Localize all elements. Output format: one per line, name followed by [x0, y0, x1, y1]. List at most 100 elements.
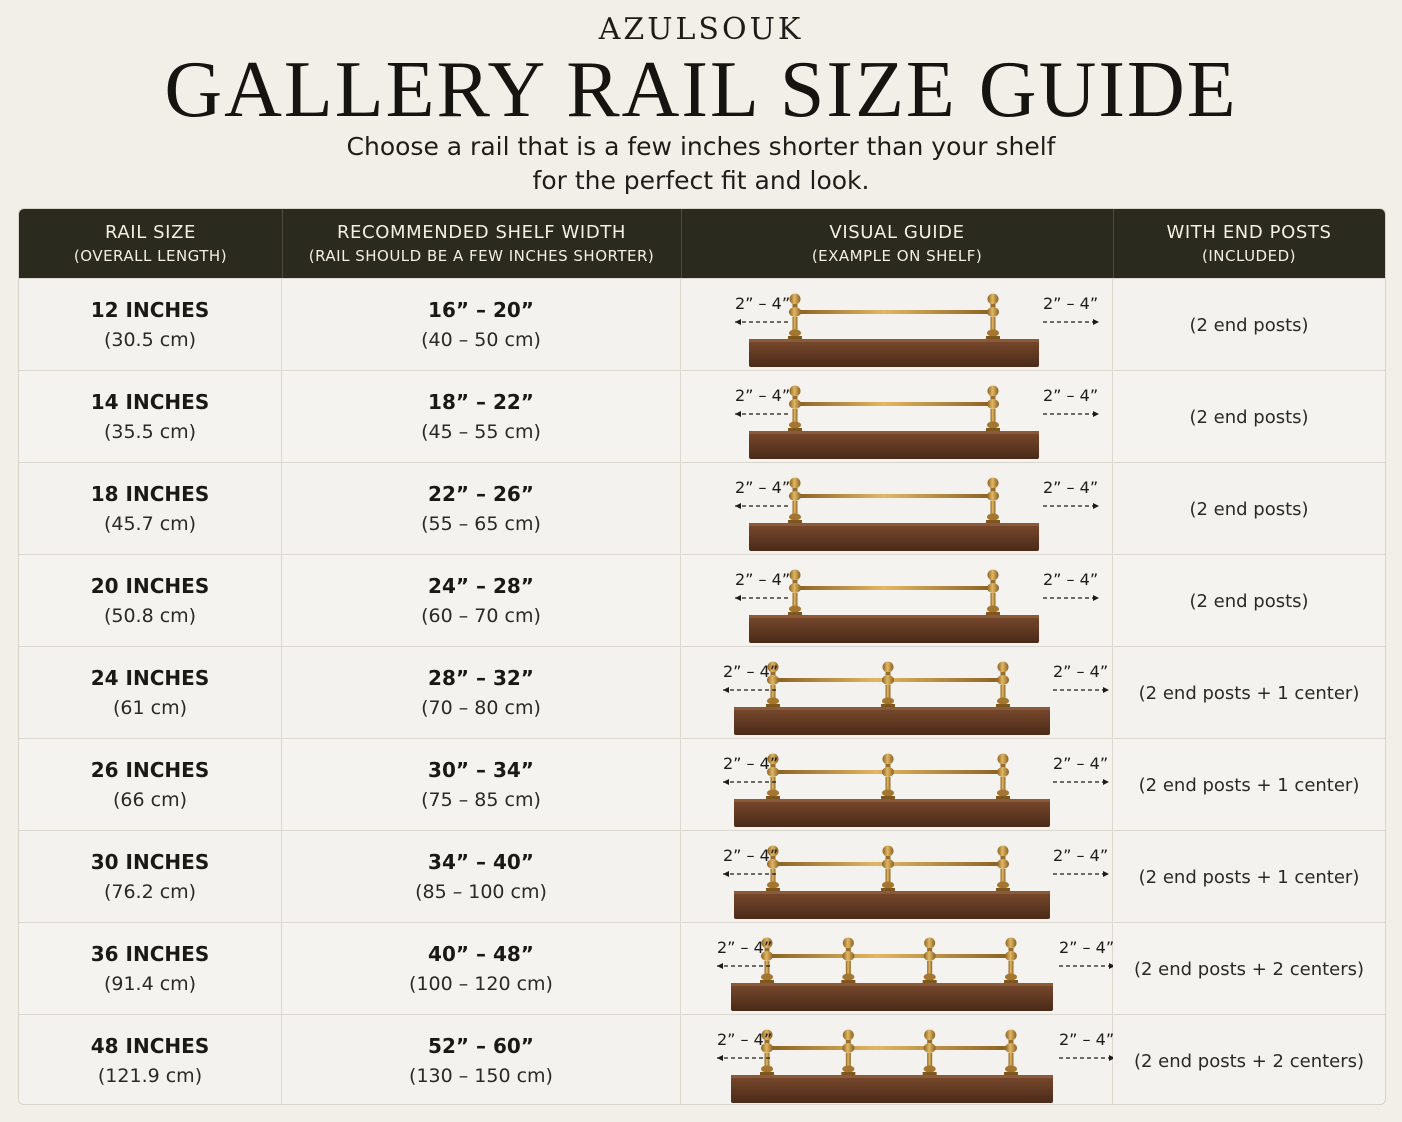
rail-size-cell: 36 INCHES (91.4 cm): [19, 923, 282, 1015]
shelf-width-cm: (60 – 70 cm): [421, 605, 541, 627]
table-row: 48 INCHES (121.9 cm) 52” – 60” (130 – 150 c…: [19, 1014, 1385, 1104]
column-header-title: RECOMMENDED SHELF WIDTH: [336, 221, 627, 243]
gap-arrow-right-icon: [1042, 411, 1099, 417]
gap-arrow-left-icon: [716, 963, 773, 969]
shelf-rail-illustration: 2” – 4” 2” – 4”: [722, 661, 1109, 735]
table-row: 24 INCHES (61 cm) 28” – 32” (70 – 80 cm) 2” …: [19, 646, 1385, 739]
rail-size-inches: 36 INCHES: [90, 942, 210, 966]
gap-arrow-left-icon: [722, 779, 779, 785]
gap-arrow-right-icon: [1042, 503, 1099, 509]
shelf-rail-illustration: 2” – 4” 2” – 4”: [734, 569, 1099, 643]
rail-post: [840, 1029, 855, 1075]
rail-size-inches: 26 INCHES: [90, 758, 210, 782]
visual-guide-cell: 2” – 4” 2” – 4”: [681, 279, 1113, 371]
rail-post: [995, 661, 1010, 707]
visual-guide-cell: 2” – 4” 2” – 4”: [681, 555, 1113, 647]
rail-size-inches: 30 INCHES: [90, 850, 210, 874]
gap-arrow-left-icon: [734, 595, 791, 601]
gap-label-left: 2” – 4”: [723, 662, 778, 681]
shelf-width-cell: 30” – 34” (75 – 85 cm): [282, 739, 681, 831]
shelf-rail-illustration: 2” – 4” 2” – 4”: [734, 293, 1099, 367]
shelf-width-cm: (70 – 80 cm): [421, 697, 541, 719]
rail-size-cell: 14 INCHES (35.5 cm): [19, 371, 282, 463]
shelf-width-inches: 40” – 48”: [428, 942, 534, 966]
page-title: GALLERY RAIL SIZE GUIDE: [164, 46, 1238, 134]
shelf-width-cell: 52” – 60” (130 – 150 cm): [282, 1015, 681, 1104]
gap-label-left: 2” – 4”: [717, 1030, 772, 1049]
shelf-width-cell: 18” – 22” (45 – 55 cm): [282, 371, 681, 463]
gap-label-right: 2” – 4”: [1059, 1030, 1113, 1049]
rail-post: [985, 477, 1000, 523]
gap-arrow-right-icon: [1058, 963, 1113, 969]
end-posts-cell: (2 end posts): [1113, 371, 1385, 463]
shelf-width-cm: (40 – 50 cm): [421, 329, 541, 351]
shelf-width-cm: (75 – 85 cm): [421, 789, 541, 811]
shelf-width-inches: 34” – 40”: [428, 850, 534, 874]
shelf-width-inches: 30” – 34”: [428, 758, 534, 782]
gap-arrow-right-icon: [1052, 687, 1109, 693]
end-posts-text: (2 end posts): [1189, 406, 1309, 428]
rail-post: [922, 937, 937, 983]
table-row: 30 INCHES (76.2 cm) 34” – 40” (85 – 100 cm)…: [19, 830, 1385, 923]
end-posts-text: (2 end posts + 1 center): [1138, 866, 1360, 888]
rail-size-cm: (45.7 cm): [103, 513, 197, 535]
end-posts-cell: (2 end posts + 2 centers): [1113, 923, 1385, 1015]
rail-post: [880, 753, 895, 799]
gap-label-left: 2” – 4”: [735, 570, 790, 589]
end-posts-cell: (2 end posts + 2 centers): [1113, 1015, 1385, 1104]
shelf-width-cell: 34” – 40” (85 – 100 cm): [282, 831, 681, 923]
shelf-width-cm: (130 – 150 cm): [409, 1065, 553, 1087]
rail-post: [995, 753, 1010, 799]
shelf-rail-illustration: 2” – 4” 2” – 4”: [716, 1029, 1113, 1103]
column-header-title: WITH END POSTS: [1166, 221, 1332, 243]
rail-size-inches: 12 INCHES: [90, 298, 210, 322]
rail-post: [1003, 1029, 1018, 1075]
column-header-rail-size: RAIL SIZE (OVERALL LENGTH): [19, 209, 283, 278]
end-posts-text: (2 end posts): [1189, 498, 1309, 520]
shelf-width-cm: (100 – 120 cm): [409, 973, 553, 995]
rail-size-cell: 18 INCHES (45.7 cm): [19, 463, 282, 555]
rail-size-inches: 14 INCHES: [90, 390, 210, 414]
rail-size-inches: 18 INCHES: [90, 482, 210, 506]
column-header-end-posts: WITH END POSTS (INCLUDED): [1113, 209, 1385, 278]
gap-arrow-right-icon: [1058, 1055, 1113, 1061]
shelf-width-cell: 28” – 32” (70 – 80 cm): [282, 647, 681, 739]
gap-arrow-right-icon: [1042, 319, 1099, 325]
shelf-width-cell: 22” – 26” (55 – 65 cm): [282, 463, 681, 555]
shelf-rail-illustration: 2” – 4” 2” – 4”: [722, 753, 1109, 827]
table-row: 18 INCHES (45.7 cm) 22” – 26” (55 – 65 cm) 2…: [19, 462, 1385, 555]
gap-label-left: 2” – 4”: [723, 754, 778, 773]
rail-post: [787, 293, 802, 339]
rail-post: [985, 385, 1000, 431]
rail-post: [880, 661, 895, 707]
column-header-title: VISUAL GUIDE: [829, 221, 965, 243]
visual-guide-cell: 2” – 4” 2” – 4”: [681, 647, 1113, 739]
end-posts-cell: (2 end posts): [1113, 463, 1385, 555]
gap-label-left: 2” – 4”: [735, 478, 790, 497]
gap-label-right: 2” – 4”: [1053, 846, 1108, 865]
table-header: RAIL SIZE (OVERALL LENGTH) RECOMMENDED S…: [19, 209, 1385, 278]
column-header-visual-guide: VISUAL GUIDE (EXAMPLE ON SHELF): [681, 209, 1114, 278]
end-posts-cell: (2 end posts): [1113, 279, 1385, 371]
visual-guide-cell: 2” – 4” 2” – 4”: [681, 923, 1113, 1015]
brass-rail-bar: [766, 1046, 1011, 1050]
brass-rail-bar: [766, 954, 1011, 958]
visual-guide-cell: 2” – 4” 2” – 4”: [681, 739, 1113, 831]
gap-arrow-left-icon: [734, 411, 791, 417]
end-posts-cell: (2 end posts + 1 center): [1113, 647, 1385, 739]
wooden-shelf: [748, 339, 1039, 367]
shelf-width-inches: 22” – 26”: [428, 482, 534, 506]
rail-post: [759, 937, 774, 983]
gap-arrow-left-icon: [734, 319, 791, 325]
rail-size-cm: (76.2 cm): [103, 881, 197, 903]
end-posts-text: (2 end posts): [1189, 314, 1309, 336]
rail-post: [787, 385, 802, 431]
rail-post: [1003, 937, 1018, 983]
column-header-title: RAIL SIZE: [105, 221, 196, 243]
shelf-width-cell: 40” – 48” (100 – 120 cm): [282, 923, 681, 1015]
shelf-width-cm: (85 – 100 cm): [415, 881, 547, 903]
gap-arrow-left-icon: [722, 871, 779, 877]
subtitle-line-1: Choose a rail that is a few inches short…: [346, 132, 1056, 161]
rail-size-cm: (91.4 cm): [103, 973, 197, 995]
column-header-note: (EXAMPLE ON SHELF): [811, 246, 983, 265]
